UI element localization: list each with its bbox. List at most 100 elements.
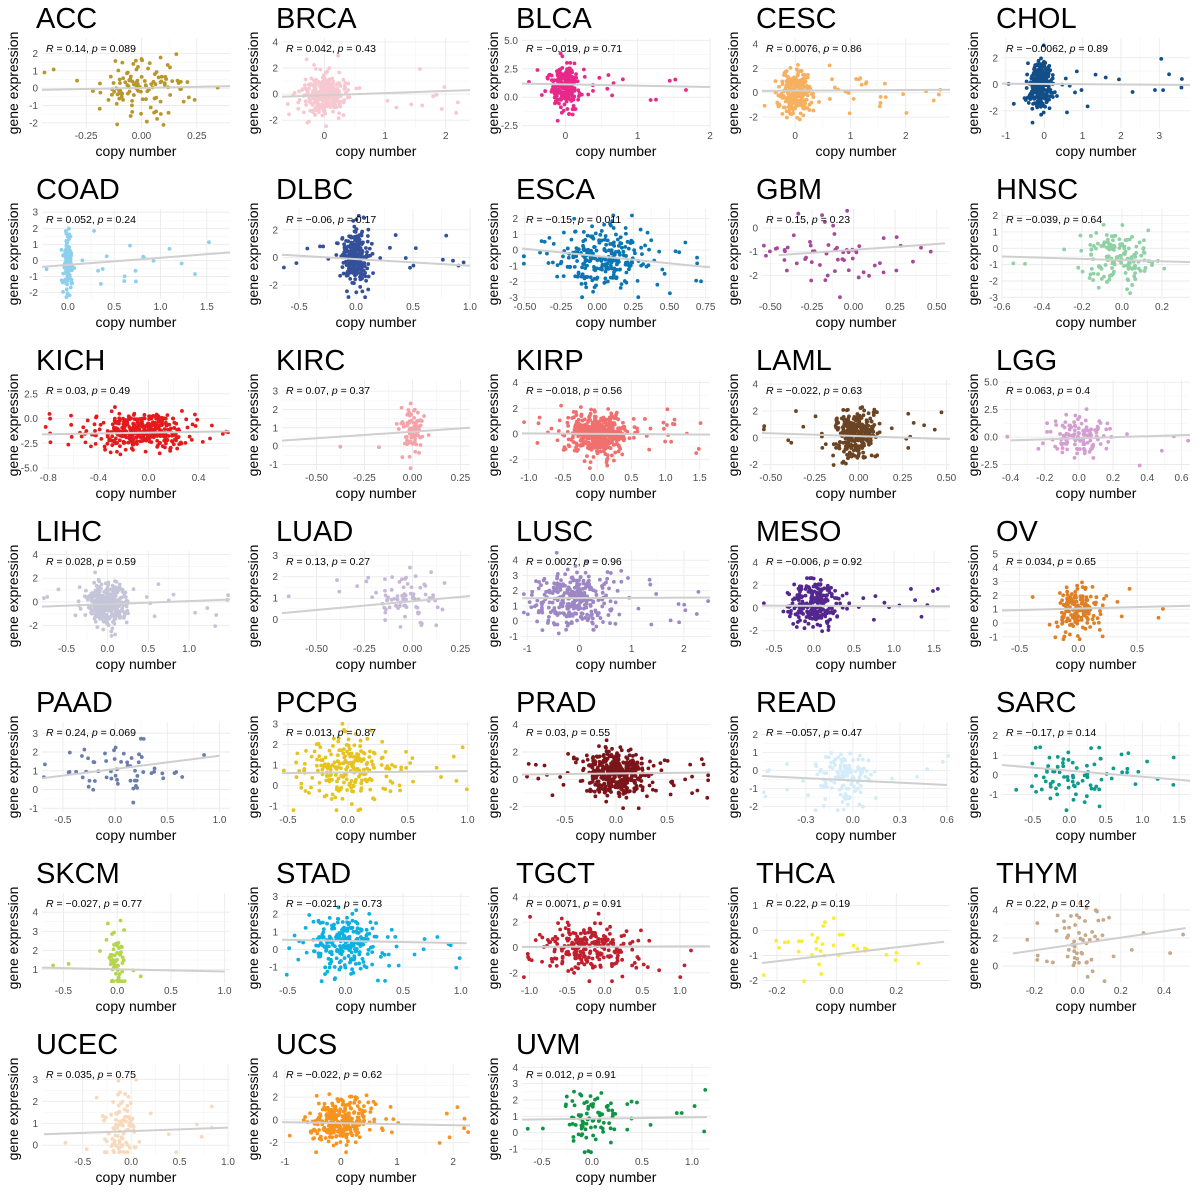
data-point	[878, 100, 883, 105]
scatter-plot-kich: R = 0.03, p = 0.49-0.8 -0.4 0.0 0.4-5.0-2.5…	[5, 345, 231, 501]
data-point	[1087, 276, 1092, 280]
data-point	[67, 268, 72, 272]
correlation-label: R = 0.063, p = 0.4	[1006, 385, 1090, 397]
data-point	[69, 413, 73, 418]
data-point	[152, 614, 157, 619]
data-point	[1108, 426, 1112, 431]
regression-line	[41, 430, 231, 436]
data-point	[1037, 90, 1042, 95]
data-point	[1097, 264, 1101, 268]
y-tick-label: 2	[512, 404, 518, 415]
data-point	[540, 628, 545, 633]
regression-line	[521, 596, 711, 600]
data-point	[348, 276, 353, 281]
data-point	[336, 116, 341, 121]
data-point	[855, 444, 859, 449]
data-point	[864, 438, 869, 443]
data-point	[147, 61, 152, 66]
x-tick-label: 0.0	[590, 473, 604, 484]
panel-acc: R = 0.14, p = 0.089 -0.25 0.00 0.25 -2 -1 0 1 2 c…	[0, 0, 240, 171]
data-point	[645, 230, 650, 235]
y-tick-label: 0	[992, 244, 998, 255]
panel-title: LIHC	[36, 516, 102, 548]
data-point	[576, 88, 581, 93]
y-tick-label: 4	[512, 556, 518, 567]
p-symbol: p	[91, 385, 98, 397]
data-point	[346, 88, 351, 92]
data-point	[401, 424, 406, 429]
y-tick-label: 3	[272, 551, 278, 562]
data-point	[619, 245, 624, 250]
data-point	[569, 575, 574, 580]
data-point	[126, 440, 131, 445]
data-point	[165, 63, 170, 67]
data-point	[600, 423, 604, 428]
data-point	[1112, 243, 1117, 248]
data-point	[552, 78, 557, 83]
data-point	[607, 426, 612, 431]
data-point	[130, 98, 135, 103]
data-point	[415, 410, 420, 415]
data-points	[285, 53, 460, 129]
data-points	[521, 550, 711, 636]
data-point	[151, 259, 156, 263]
data-point	[1040, 101, 1045, 106]
data-point	[109, 634, 114, 638]
data-point	[336, 53, 341, 58]
data-point	[324, 124, 329, 129]
data-point	[107, 437, 112, 441]
data-point	[791, 105, 796, 110]
data-point	[312, 101, 317, 105]
y-axis-label: gene expression	[485, 374, 501, 477]
data-point	[352, 224, 357, 229]
data-point	[612, 243, 617, 248]
data-point	[782, 73, 786, 77]
x-axis-label: copy number	[576, 656, 657, 672]
data-point	[1026, 101, 1031, 105]
data-point	[673, 77, 678, 82]
data-point	[578, 592, 583, 597]
data-point	[603, 276, 608, 281]
data-point	[1047, 106, 1052, 111]
data-point	[939, 410, 944, 415]
data-point	[811, 91, 815, 96]
p-symbol: p	[331, 556, 338, 568]
data-point	[418, 443, 423, 447]
data-point	[1041, 441, 1045, 446]
data-point	[170, 439, 175, 444]
x-tick-label: -0.50	[759, 473, 782, 484]
data-point	[110, 422, 115, 427]
data-point	[358, 285, 363, 289]
data-point	[557, 605, 562, 610]
data-point	[341, 271, 346, 276]
data-point	[683, 608, 688, 613]
data-point	[83, 440, 88, 445]
data-point	[343, 85, 348, 90]
data-point	[123, 595, 128, 600]
data-point	[1141, 246, 1146, 251]
data-point	[797, 117, 802, 122]
data-point	[565, 567, 570, 572]
data-point	[532, 604, 537, 609]
data-point	[557, 101, 561, 106]
data-point	[547, 600, 552, 605]
data-point	[341, 77, 346, 82]
data-point	[440, 257, 445, 262]
data-point	[337, 111, 342, 116]
y-tick-label: 0.0	[984, 433, 998, 444]
data-point	[310, 89, 315, 94]
data-point	[550, 600, 555, 605]
data-point	[576, 97, 581, 102]
data-point	[112, 416, 117, 421]
data-point	[376, 445, 381, 450]
data-point	[313, 66, 318, 71]
data-point	[1137, 240, 1142, 245]
x-axis-label: copy number	[1056, 314, 1137, 330]
data-point	[794, 409, 798, 413]
data-point	[583, 237, 588, 242]
data-point	[335, 96, 340, 101]
data-point	[1073, 424, 1078, 428]
data-point	[806, 72, 810, 77]
data-point	[45, 594, 50, 599]
data-point	[655, 282, 660, 287]
